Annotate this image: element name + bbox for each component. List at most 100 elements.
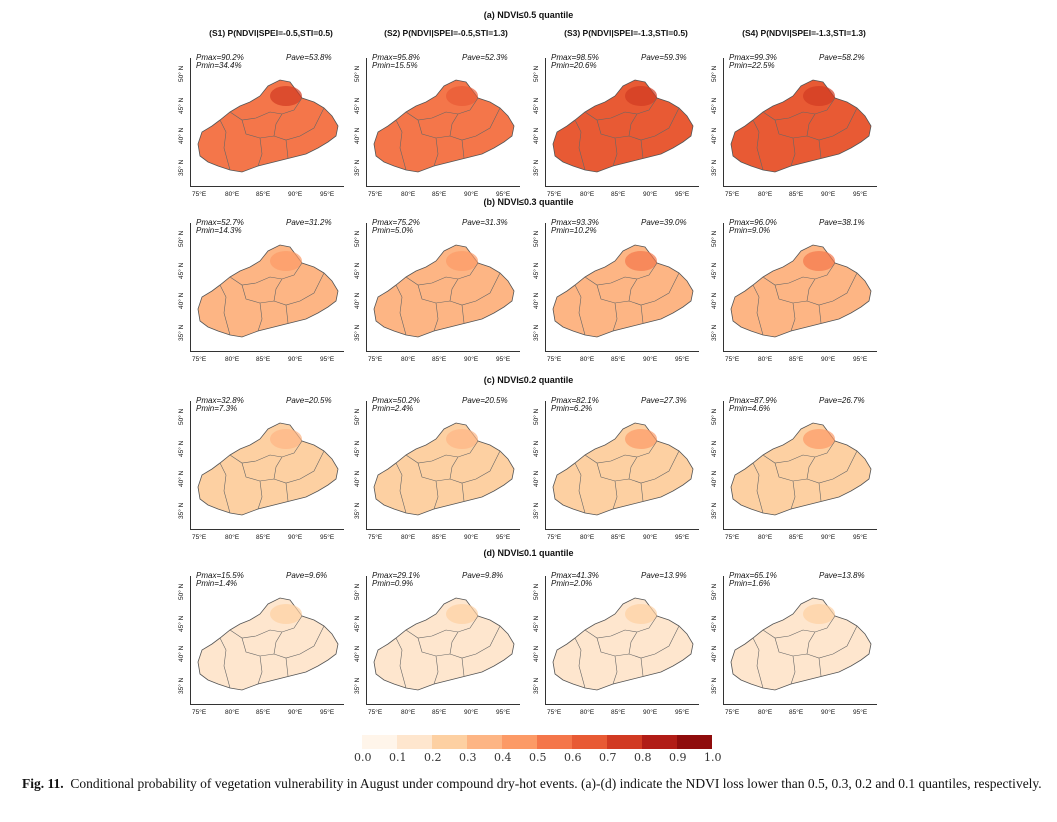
stat-pmax: Pmax=98.5% (551, 53, 599, 62)
hotspot (803, 429, 835, 449)
stat-pave: Pave=13.9% (641, 571, 687, 580)
caption-label: Fig. 11. (22, 776, 64, 791)
stat-pmax: Pmax=32.8% (196, 396, 244, 405)
map-panel: Pmax=98.5% Pmin=20.6% Pave=59.3% 35° N 40° N… (533, 48, 699, 198)
lon-label: 75°E (547, 356, 562, 363)
lat-label: 50° N (711, 65, 718, 82)
colorbar-tick-label: 0.0 (354, 751, 372, 764)
lon-label: 80°E (401, 191, 416, 198)
hotspot (625, 604, 657, 624)
stat-pave: Pave=58.2% (819, 53, 865, 62)
map-panel: Pmax=29.1% Pmin=0.9% Pave=9.8% 35° N 40° N 45… (354, 566, 520, 716)
lon-label: 90°E (464, 534, 479, 541)
sub-boundary (433, 302, 439, 332)
stat-pmin: Pmin=10.2% (551, 226, 597, 235)
lon-label: 95°E (675, 191, 690, 198)
sub-boundary (790, 655, 796, 685)
lon-label: 90°E (643, 709, 658, 716)
region-map (197, 244, 339, 338)
hotspot (270, 251, 302, 271)
colorbar-segment (502, 735, 537, 749)
column-title: (S2) P(NDVI|SPEI=-0.5,STI=1.3) (384, 28, 508, 38)
lat-label: 35° N (533, 159, 540, 176)
lon-label: 85°E (432, 356, 447, 363)
colorbar-tick-label: 0.4 (494, 751, 512, 764)
hotspot (625, 429, 657, 449)
sub-boundary (285, 482, 289, 502)
lon-label: 90°E (288, 534, 303, 541)
region-shape (730, 79, 872, 173)
lon-label: 90°E (288, 356, 303, 363)
stat-pmin: Pmin=4.6% (729, 404, 771, 413)
map-axes (366, 58, 520, 187)
map-panel: Pmax=87.9% Pmin=4.6% Pave=26.7% 35° N 40° N 4… (711, 391, 877, 541)
row-title: (c) NDVI≤0.2 quantile (483, 375, 574, 385)
region-shape (197, 79, 339, 173)
colorbar-tick-label: 0.9 (669, 751, 687, 764)
lon-label: 95°E (675, 709, 690, 716)
sub-boundary (257, 655, 263, 685)
lat-label: 45° N (711, 615, 718, 632)
lon-label: 95°E (496, 356, 511, 363)
stat-pave: Pave=20.5% (462, 396, 508, 405)
map-axes (545, 401, 699, 530)
lon-label: 80°E (758, 191, 773, 198)
stat-pmin: Pmin=9.0% (729, 226, 771, 235)
region-map (730, 79, 872, 173)
map-axes (545, 223, 699, 352)
lat-label: 50° N (711, 583, 718, 600)
sub-boundary (461, 304, 465, 324)
stat-pmax: Pmax=15.5% (196, 571, 244, 580)
stat-pmin: Pmin=22.5% (729, 61, 775, 70)
lon-label: 75°E (547, 534, 562, 541)
sub-boundary (417, 107, 501, 141)
region-shape (552, 422, 694, 516)
lat-label: 40° N (354, 292, 361, 309)
stat-pmax: Pmax=65.1% (729, 571, 777, 580)
colorbar-segment (607, 735, 642, 749)
region-shape (197, 422, 339, 516)
lat-label: 35° N (178, 502, 185, 519)
colorbar-segment (677, 735, 712, 749)
lat-label: 40° N (533, 645, 540, 662)
lat-label: 40° N (178, 645, 185, 662)
lon-label: 80°E (580, 534, 595, 541)
sub-boundary (433, 655, 439, 685)
sub-boundary (806, 113, 816, 137)
sub-boundary (449, 456, 459, 480)
lat-label: 40° N (178, 292, 185, 309)
stat-pmax: Pmax=99.3% (729, 53, 777, 62)
lat-label: 45° N (533, 97, 540, 114)
lat-label: 50° N (354, 65, 361, 82)
sub-boundary (285, 657, 289, 677)
lon-label: 80°E (225, 356, 240, 363)
lat-label: 40° N (354, 127, 361, 144)
row-title: (a) NDVI≤0.5 quantile (483, 10, 574, 20)
stat-pmax: Pmax=87.9% (729, 396, 777, 405)
lat-label: 50° N (178, 408, 185, 425)
colorbar-tick-label: 0.6 (564, 751, 582, 764)
sub-boundary (774, 625, 858, 659)
sub-boundary (640, 482, 644, 502)
lon-label: 95°E (320, 191, 335, 198)
lat-label: 45° N (711, 97, 718, 114)
region-map (373, 244, 515, 338)
hotspot (803, 251, 835, 271)
region-shape (197, 244, 339, 338)
region-map (730, 597, 872, 691)
lat-label: 50° N (178, 230, 185, 247)
sub-boundary (752, 119, 764, 171)
lat-label: 45° N (354, 97, 361, 114)
lon-label: 85°E (256, 709, 271, 716)
sub-boundary (596, 272, 680, 306)
stat-pmax: Pmax=90.2% (196, 53, 244, 62)
lat-label: 50° N (354, 583, 361, 600)
lon-label: 75°E (368, 356, 383, 363)
stat-pave: Pave=59.3% (641, 53, 687, 62)
sub-boundary (273, 456, 283, 480)
sub-boundary (273, 278, 283, 302)
region-shape (373, 597, 515, 691)
sub-boundary (395, 637, 407, 689)
lat-label: 45° N (711, 262, 718, 279)
region-map (373, 79, 515, 173)
